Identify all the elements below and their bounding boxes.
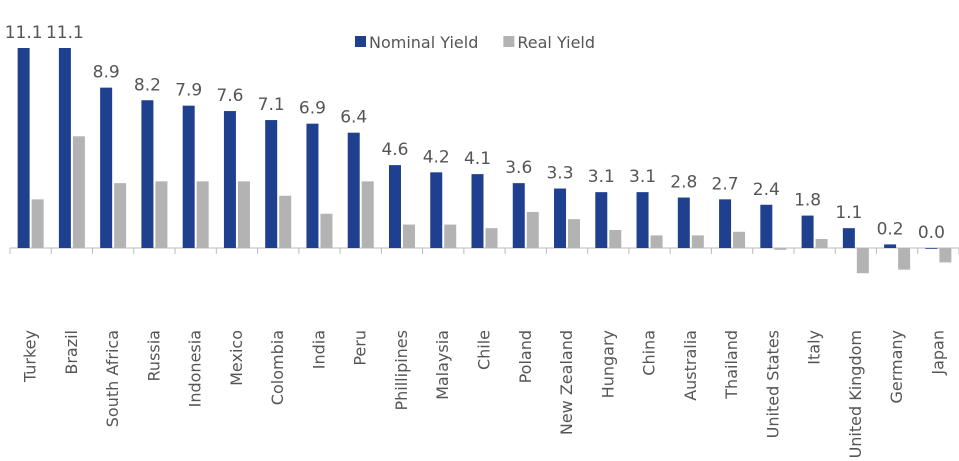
data-label: 1.1 bbox=[835, 203, 862, 223]
bar bbox=[237, 181, 250, 248]
data-label: 2.7 bbox=[712, 174, 739, 194]
bar bbox=[361, 181, 374, 248]
x-tick-label: United States bbox=[763, 330, 782, 438]
bar bbox=[719, 199, 732, 248]
bar bbox=[31, 199, 44, 248]
bar bbox=[925, 248, 938, 249]
data-label: 7.1 bbox=[258, 95, 285, 115]
bar bbox=[320, 213, 333, 248]
bar bbox=[650, 235, 663, 248]
bar bbox=[279, 195, 292, 248]
bar bbox=[815, 238, 828, 248]
x-tick-label: Brazil bbox=[62, 330, 81, 375]
bar bbox=[856, 248, 869, 274]
x-tick-label: Russia bbox=[144, 330, 163, 381]
x-tick-label: Phillipines bbox=[392, 330, 411, 411]
bar bbox=[114, 183, 127, 248]
bar bbox=[430, 172, 443, 248]
x-tick-label: Malaysia bbox=[433, 330, 452, 400]
data-label: 8.2 bbox=[134, 75, 161, 95]
data-label: 11.1 bbox=[46, 23, 84, 43]
bar bbox=[265, 120, 278, 248]
bar bbox=[306, 123, 319, 248]
data-label: 8.9 bbox=[93, 63, 120, 83]
x-tick-label: Mexico bbox=[227, 330, 246, 386]
bar bbox=[223, 111, 236, 248]
x-tick-label: Japan bbox=[928, 330, 947, 376]
bar bbox=[141, 100, 154, 248]
bar bbox=[733, 231, 746, 248]
x-tick-label: Germany bbox=[887, 330, 906, 404]
data-label: 4.2 bbox=[423, 147, 450, 167]
data-label: 6.4 bbox=[340, 108, 367, 128]
data-label: 3.1 bbox=[629, 167, 656, 187]
bar bbox=[444, 224, 457, 248]
bar bbox=[485, 228, 498, 248]
bar bbox=[939, 248, 952, 263]
bar bbox=[388, 165, 401, 248]
data-label: 2.4 bbox=[753, 180, 780, 200]
x-tick-label: Italy bbox=[805, 330, 824, 365]
x-tick-label: Peru bbox=[351, 330, 370, 366]
data-label: 3.3 bbox=[546, 164, 573, 184]
data-label: 11.1 bbox=[5, 23, 43, 43]
bar bbox=[512, 183, 525, 248]
bar bbox=[884, 244, 897, 248]
bar bbox=[760, 204, 773, 248]
bar bbox=[842, 228, 855, 248]
x-tick-label: Hungary bbox=[598, 330, 617, 398]
bar bbox=[196, 181, 209, 248]
data-label: 1.8 bbox=[794, 191, 821, 211]
data-label: 2.8 bbox=[670, 173, 697, 193]
bar bbox=[100, 87, 113, 248]
x-tick-label: United Kingdom bbox=[846, 330, 865, 458]
data-label: 0.2 bbox=[877, 219, 904, 239]
x-tick-label: Poland bbox=[516, 330, 535, 383]
x-tick-label: Thailand bbox=[722, 330, 741, 400]
x-tick-label: Indonesia bbox=[186, 330, 205, 407]
bar bbox=[72, 136, 85, 248]
bar bbox=[595, 192, 608, 248]
data-label: 7.9 bbox=[175, 81, 202, 101]
legend-swatch bbox=[503, 36, 515, 47]
bar bbox=[609, 229, 622, 248]
bar bbox=[182, 105, 195, 248]
legend-swatch bbox=[355, 36, 366, 47]
data-label: 0.0 bbox=[918, 223, 945, 243]
bar bbox=[568, 219, 581, 248]
bar bbox=[155, 181, 168, 248]
bar bbox=[677, 197, 690, 248]
x-tick-label: New Zealand bbox=[557, 330, 576, 435]
bar bbox=[801, 215, 814, 248]
bar bbox=[774, 248, 787, 250]
bar bbox=[17, 48, 30, 248]
x-tick-label: Colombia bbox=[268, 330, 287, 405]
x-tick-label: Turkey bbox=[21, 330, 40, 383]
x-tick-label: India bbox=[309, 330, 328, 369]
bar bbox=[347, 132, 360, 248]
bar bbox=[898, 248, 911, 270]
x-tick-label: China bbox=[640, 330, 659, 376]
bar bbox=[526, 211, 539, 248]
bar bbox=[471, 174, 484, 248]
data-label: 6.9 bbox=[299, 99, 326, 119]
data-label: 4.6 bbox=[381, 140, 408, 160]
data-label: 4.1 bbox=[464, 149, 491, 169]
bar bbox=[402, 224, 415, 248]
bar bbox=[58, 48, 71, 248]
legend-label: Real Yield bbox=[517, 33, 595, 52]
bar bbox=[691, 235, 704, 248]
data-label: 3.6 bbox=[505, 158, 532, 178]
legend-label: Nominal Yield bbox=[369, 33, 478, 52]
x-tick-label: South Africa bbox=[103, 330, 122, 427]
bar bbox=[636, 192, 649, 248]
x-tick-label: Chile bbox=[475, 330, 494, 370]
data-label: 3.1 bbox=[588, 167, 615, 187]
bar bbox=[554, 188, 567, 248]
data-label: 7.6 bbox=[216, 86, 243, 106]
x-tick-label: Australia bbox=[681, 330, 700, 401]
